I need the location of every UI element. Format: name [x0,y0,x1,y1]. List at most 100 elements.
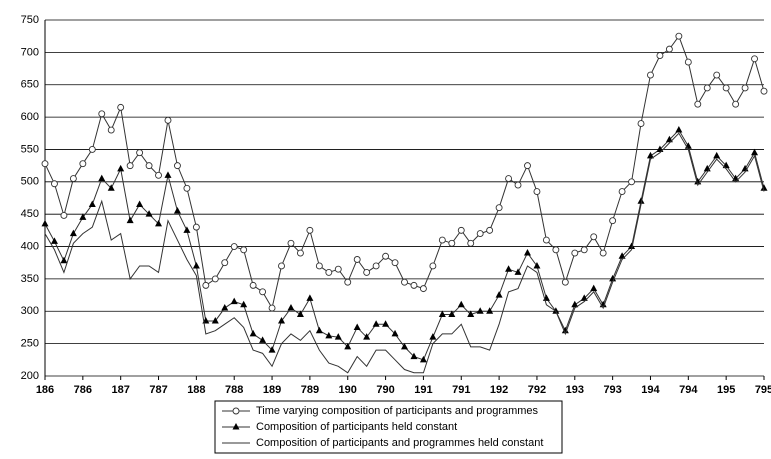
point [107,126,115,134]
y-tick-label: 650 [21,79,39,91]
point [202,281,210,289]
y-tick-label: 300 [21,305,39,317]
point [79,160,87,168]
point [599,249,607,257]
point [41,160,49,168]
point [334,333,342,340]
point [401,278,408,286]
y-tick-label: 450 [21,208,39,220]
point [628,242,636,250]
point [51,180,58,188]
x-tick-label: 186 [36,384,54,396]
point [561,326,569,334]
point [126,216,134,224]
point [571,300,579,308]
x-tick-label: 792 [528,384,546,396]
point [98,174,106,182]
y-tick-label: 500 [21,176,39,188]
point [88,200,96,207]
point [306,294,314,301]
point [675,32,683,40]
point [391,259,399,267]
point [637,120,645,128]
point [628,178,636,186]
point [429,333,437,340]
x-tick-label: 190 [339,384,357,396]
y-tick-label: 250 [21,338,39,350]
point [334,265,342,273]
point [136,149,144,157]
point [552,246,560,254]
point [647,71,654,79]
legend-box [214,400,563,454]
point [505,175,513,183]
point [590,233,598,241]
y-tick-label: 200 [21,370,39,382]
point [192,261,200,269]
point [580,246,588,254]
point [410,352,418,360]
point [344,342,352,350]
y-tick-label: 600 [21,111,39,123]
point [164,171,172,178]
point [486,226,494,234]
point [561,278,569,286]
point [79,213,87,220]
point [419,285,427,293]
point [722,84,730,92]
point [486,307,494,314]
point [107,184,115,191]
point [637,197,645,204]
x-tick-label: 188 [187,384,205,396]
point [618,188,626,195]
point [391,329,399,337]
point [609,217,617,225]
point [514,181,522,189]
point [552,307,560,314]
point [533,261,541,269]
point [173,162,181,170]
point [296,249,304,257]
point [372,262,380,270]
point [164,116,172,124]
point [732,100,740,108]
point [382,320,390,327]
point [514,268,522,275]
x-tick-label: 795 [755,384,771,396]
point [230,243,238,250]
point [50,237,58,244]
point [155,219,163,227]
point [278,316,286,324]
point [741,84,749,92]
point [505,265,513,272]
point [609,274,617,282]
point [287,304,295,311]
point [145,162,153,170]
point [523,249,531,256]
point [249,329,257,337]
point [183,226,191,233]
point [259,336,267,343]
point [221,259,229,267]
point [306,226,314,234]
point [211,316,219,324]
point [713,71,721,79]
point [232,407,240,415]
x-tick-label: 793 [603,384,621,396]
x-tick-label: 195 [717,384,735,396]
point [410,281,418,289]
point [495,204,503,212]
point [353,256,361,263]
point [760,87,768,95]
point [268,346,276,353]
point [98,110,106,118]
point [69,175,77,183]
point [353,323,361,330]
point [448,239,456,247]
point [429,262,437,270]
point [533,188,541,195]
x-tick-label: 194 [641,384,660,396]
point [571,249,579,257]
point [192,223,200,231]
legend-label: Time varying composition of participants… [256,405,539,417]
